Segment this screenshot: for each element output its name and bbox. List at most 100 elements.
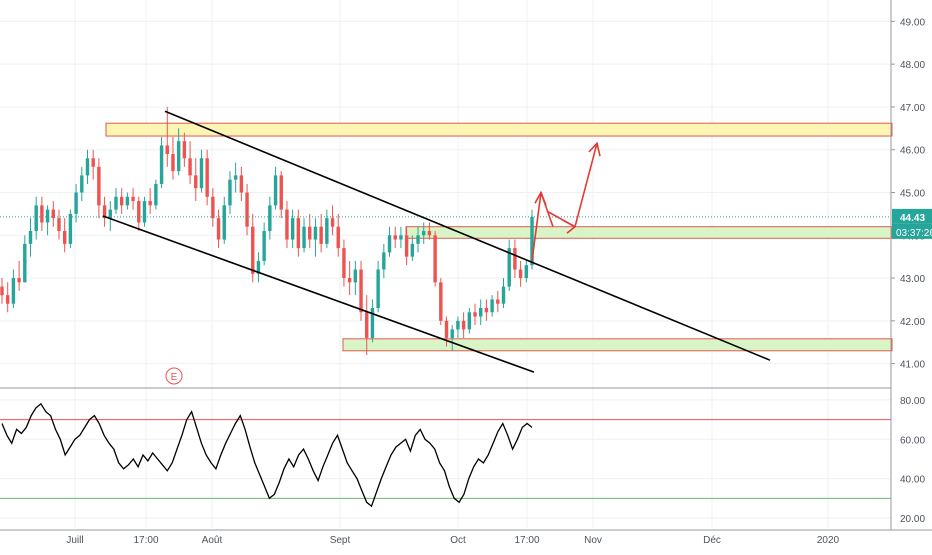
candle-body [433, 235, 437, 283]
candle-body [97, 166, 101, 206]
rsi-y-tick-label: 80.00 [900, 396, 925, 407]
candle-body [165, 145, 169, 154]
candle-body [0, 286, 4, 296]
candle-body [125, 196, 130, 206]
candle-body [325, 218, 329, 244]
candle-body [11, 278, 16, 304]
candle-body [399, 235, 403, 240]
candle-body [427, 231, 432, 236]
candle-body [216, 218, 221, 240]
candle-body [490, 299, 494, 313]
channel-upper-line [164, 110, 771, 361]
candle-body [68, 213, 73, 244]
candle-body [5, 295, 10, 304]
projection-path-3 [574, 143, 598, 227]
earnings-marker [165, 367, 183, 385]
projection-arrowhead-1 [534, 190, 547, 206]
candle-body [245, 192, 249, 227]
candle-body [28, 231, 33, 244]
earnings-marker-label: E [171, 372, 178, 383]
candle-body [290, 218, 295, 240]
candle-body [330, 218, 335, 227]
candle-body [239, 175, 244, 193]
candle-body [194, 175, 198, 189]
candle-body [501, 286, 506, 304]
candle-body [108, 209, 112, 219]
candle-body [296, 218, 301, 249]
candle-body [114, 196, 118, 210]
candle-body [233, 175, 238, 180]
rsi-layer [0, 402, 891, 508]
x-tick-label: Août [202, 535, 223, 546]
candle-body [444, 320, 449, 338]
candle-body [479, 308, 483, 317]
y-tick-label: 48.00 [900, 60, 925, 71]
x-tick-label: Juill [66, 535, 83, 546]
candle-body [176, 141, 181, 172]
candle-body [211, 196, 215, 219]
candle-body [376, 269, 380, 308]
projection-path-2 [547, 211, 576, 228]
x-tick-label: 17:00 [133, 535, 158, 546]
candle-body [268, 205, 272, 231]
rsi-series-line [1, 402, 533, 508]
candle-body [17, 278, 21, 283]
y-tick-label: 47.00 [900, 103, 925, 114]
candle-body [422, 231, 426, 236]
candle-body [154, 183, 158, 206]
candle-body [347, 278, 352, 283]
candle-body [222, 205, 226, 240]
candle-body [80, 175, 84, 193]
candle-body [142, 201, 147, 223]
candle-body [159, 145, 164, 184]
candle-body [507, 248, 511, 287]
candle-body [256, 260, 261, 274]
candle-body [273, 175, 278, 206]
candle-body [450, 329, 454, 338]
candle-body [285, 209, 289, 240]
candle-body [199, 158, 204, 189]
resistance-zone [105, 122, 893, 137]
countdown-label: 03:37:26 [896, 228, 932, 239]
breakout-zone [405, 226, 893, 239]
candle-body [365, 312, 369, 338]
candle-body [119, 196, 124, 206]
candle-body [251, 226, 255, 274]
candle-body [40, 205, 44, 223]
candle-body [496, 299, 500, 304]
candle-body [370, 308, 375, 338]
y-tick-label: 49.00 [900, 17, 925, 28]
candle-body [359, 269, 363, 313]
y-tick-label: 46.00 [900, 146, 925, 157]
candle-body [456, 320, 460, 330]
candle-body [313, 226, 318, 240]
candle-body [188, 158, 192, 176]
last-price-label: 44.43 [900, 213, 925, 224]
y-tick-label: 42.00 [900, 317, 925, 328]
candle-body [387, 235, 392, 253]
grid-layer [0, 0, 891, 528]
candle-body [319, 226, 323, 244]
countdown-badge [892, 223, 932, 239]
candle-body [353, 269, 358, 283]
candle-body [57, 218, 61, 231]
candle-body [85, 158, 90, 176]
candle-body [513, 248, 517, 270]
candle-body [530, 216, 534, 266]
candle-body [205, 158, 209, 197]
x-tick-label: Oct [450, 535, 466, 546]
rsi-y-tick-label: 40.00 [900, 475, 925, 486]
rsi-y-tick-label: 20.00 [900, 514, 925, 525]
candle-body [228, 179, 232, 206]
candles-layer [0, 106, 534, 356]
candle-body [182, 141, 187, 159]
y-tick-label: 41.00 [900, 360, 925, 371]
candle-body [148, 201, 152, 206]
candle-body [393, 235, 397, 240]
candle-body [518, 269, 523, 279]
candle-body [74, 192, 78, 214]
last-price-badge [892, 208, 932, 224]
candle-body [382, 252, 386, 270]
